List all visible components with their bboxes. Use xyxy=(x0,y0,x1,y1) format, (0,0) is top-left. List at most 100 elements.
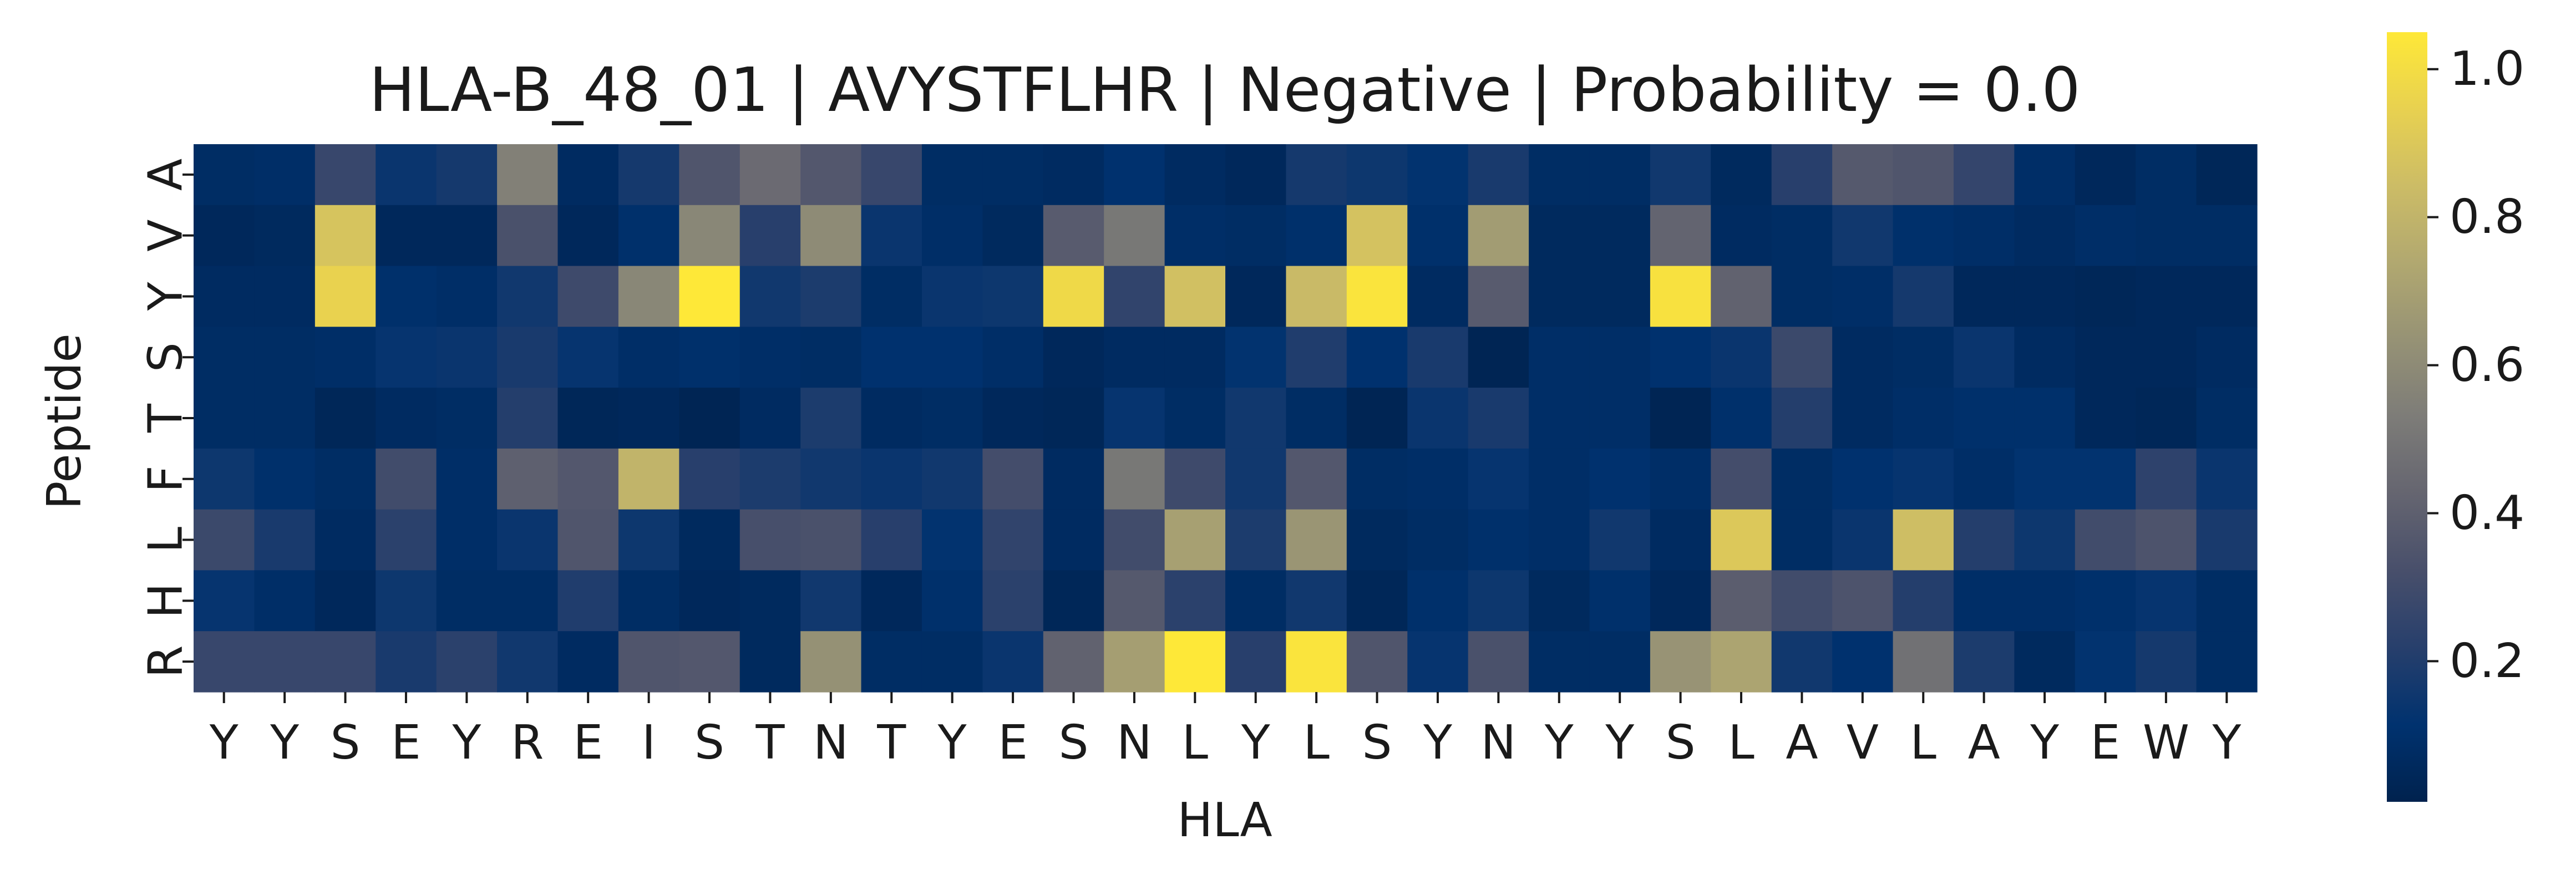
heatmap-cell xyxy=(679,570,741,632)
heatmap-cell xyxy=(2075,388,2136,449)
heatmap-cell xyxy=(557,509,619,571)
x-tick-label: T xyxy=(755,715,785,770)
heatmap-cell xyxy=(1225,448,1287,510)
heatmap-cell xyxy=(1225,388,1287,449)
heatmap-cell xyxy=(2196,266,2258,327)
x-tick-label: Y xyxy=(2212,715,2242,770)
heatmap-cell xyxy=(861,388,922,449)
heatmap-cell xyxy=(1529,205,1590,267)
heatmap-cell xyxy=(2014,631,2076,693)
heatmap-cell xyxy=(1407,388,1469,449)
heatmap-cell xyxy=(1529,327,1590,388)
heatmap-cell xyxy=(497,266,559,327)
heatmap-cell xyxy=(982,327,1044,388)
heatmap-cell xyxy=(254,388,316,449)
heatmap-cell xyxy=(1164,327,1226,388)
heatmap-cell xyxy=(1953,509,2015,571)
heatmap-cell xyxy=(1286,144,1347,206)
heatmap-cell xyxy=(194,327,255,388)
colorbar: 0.2 0.4 0.6 0.8 1.0 xyxy=(2387,32,2524,802)
heatmap-cell xyxy=(557,448,619,510)
heatmap-cell xyxy=(1589,205,1651,267)
heatmap-cell xyxy=(618,144,680,206)
heatmap-cell xyxy=(800,388,862,449)
heatmap-cell xyxy=(557,631,619,693)
heatmap-cell xyxy=(679,266,741,327)
heatmap-cell xyxy=(497,631,559,693)
heatmap-cell xyxy=(254,266,316,327)
heatmap-cell xyxy=(739,205,801,267)
heatmap-cell xyxy=(1589,266,1651,327)
heatmap-cell xyxy=(1346,509,1408,571)
heatmap-cell xyxy=(557,570,619,632)
heatmap-cell xyxy=(1225,144,1287,206)
heatmap-cell xyxy=(1893,448,1954,510)
y-tick-label: V xyxy=(139,220,194,252)
y-tick-label: L xyxy=(139,527,194,553)
y-tick-label: F xyxy=(139,465,194,492)
colorbar-tick-label: 0.6 xyxy=(2450,338,2524,393)
heatmap-cell xyxy=(1407,631,1469,693)
heatmap-cell xyxy=(1164,509,1226,571)
heatmap-cell xyxy=(2014,570,2076,632)
x-tick-label: R xyxy=(511,715,544,770)
x-tick-label: N xyxy=(1481,715,1517,770)
heatmap-cell xyxy=(1650,570,1711,632)
heatmap-cell xyxy=(739,144,801,206)
heatmap-cell xyxy=(861,266,922,327)
heatmap-cell xyxy=(1771,266,1833,327)
heatmap-cell xyxy=(194,631,255,693)
heatmap-cell xyxy=(2136,448,2197,510)
heatmap-cell xyxy=(1953,327,2015,388)
heatmap-cell xyxy=(1164,448,1226,510)
x-tick-label: N xyxy=(1117,715,1152,770)
heatmap-cell xyxy=(315,388,376,449)
colorbar-tick-label: 0.8 xyxy=(2450,190,2524,245)
heatmap-cell xyxy=(254,570,316,632)
heatmap-cell xyxy=(1043,509,1104,571)
heatmap-cell xyxy=(436,205,498,267)
heatmap-cell xyxy=(1529,570,1590,632)
heatmap-cell xyxy=(800,327,862,388)
heatmap-cell xyxy=(376,205,437,267)
x-tick-label: Y xyxy=(1423,715,1453,770)
heatmap-cell xyxy=(2196,448,2258,510)
heatmap-cell xyxy=(1771,509,1833,571)
heatmap-cell xyxy=(1468,570,1529,632)
heatmap-cell xyxy=(1771,144,1833,206)
heatmap-cell xyxy=(2075,631,2136,693)
x-tick-label: V xyxy=(1847,715,1879,770)
heatmap-cell xyxy=(1407,448,1469,510)
heatmap-cell xyxy=(982,205,1044,267)
heatmap-cell xyxy=(194,266,255,327)
heatmap-cell xyxy=(1893,631,1954,693)
heatmap-cell xyxy=(1346,570,1408,632)
heatmap-cell xyxy=(1650,144,1711,206)
heatmap-cell xyxy=(1832,388,1894,449)
heatmap-cell xyxy=(194,509,255,571)
heatmap-cell xyxy=(618,388,680,449)
heatmap-cell xyxy=(376,570,437,632)
heatmap-cell xyxy=(2196,631,2258,693)
heatmap-cell xyxy=(921,448,983,510)
heatmap-cell xyxy=(1771,570,1833,632)
heatmap-cell xyxy=(861,144,922,206)
x-tick-label: Y xyxy=(1544,715,1574,770)
heatmap-cell xyxy=(2196,570,2258,632)
heatmap-cell xyxy=(1832,631,1894,693)
heatmap-cell xyxy=(1286,448,1347,510)
heatmap-cell xyxy=(1225,205,1287,267)
heatmap-cell xyxy=(982,266,1044,327)
heatmap-cell xyxy=(1711,388,1772,449)
heatmap-cell xyxy=(1468,327,1529,388)
x-axis-label: HLA xyxy=(1177,793,1272,848)
heatmap-cell xyxy=(254,631,316,693)
heatmap-cell xyxy=(436,570,498,632)
heatmap-cell xyxy=(1650,327,1711,388)
heatmap-cell xyxy=(254,327,316,388)
heatmap-cell xyxy=(618,631,680,693)
heatmap-cell xyxy=(1711,266,1772,327)
heatmap-cell xyxy=(1589,570,1651,632)
heatmap-cell xyxy=(315,327,376,388)
